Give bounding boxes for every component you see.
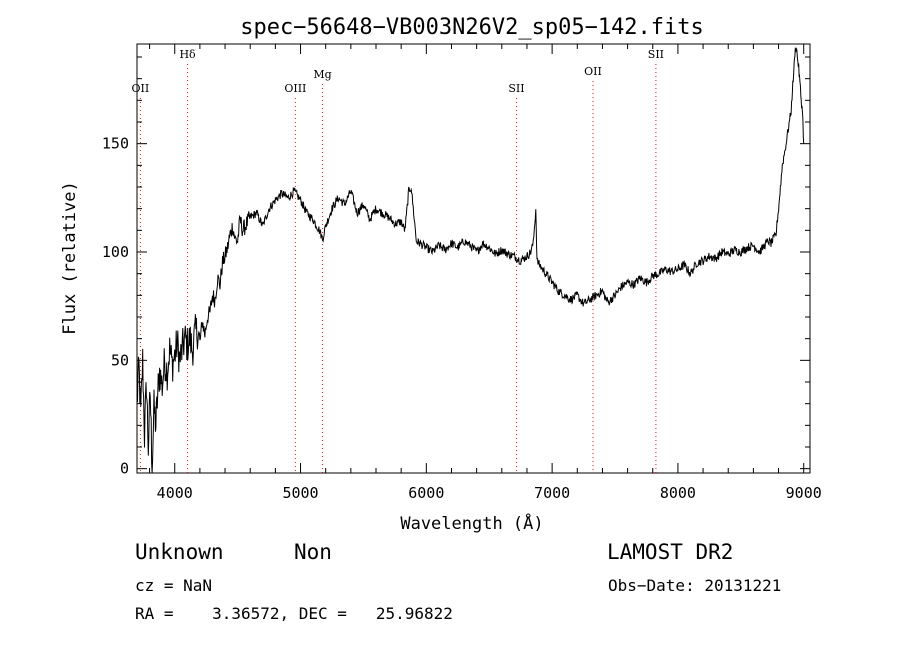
- emission-line-label: SII: [508, 82, 524, 95]
- x-tick-label: 5000: [282, 484, 318, 502]
- object-class: Unknown: [135, 540, 224, 564]
- object-subclass: Non: [294, 540, 332, 564]
- y-tick-label: 150: [102, 135, 129, 153]
- survey-label: LAMOST DR2: [607, 540, 734, 564]
- coordinates-readout: RA = 3.36572, DEC = 25.96822: [135, 604, 453, 623]
- y-tick-label: 100: [102, 243, 129, 261]
- spectrum-line: [136, 47, 805, 474]
- y-tick-label: 50: [111, 351, 129, 369]
- y-tick-label: 0: [120, 460, 129, 478]
- x-axis-label: Wavelength (Å): [400, 512, 543, 534]
- axis-tick-labels: 4000 5000 6000 7000 8000 9000 0 50 100 150: [102, 135, 822, 502]
- observation-date: Obs−Date: 20131221: [608, 576, 782, 595]
- x-tick-label: 6000: [408, 484, 444, 502]
- chart-title: spec−56648−VB003N26V2_sp05−142.fits: [240, 15, 704, 40]
- x-tick-label: 8000: [660, 484, 696, 502]
- emission-line-label: OII: [584, 65, 602, 78]
- emission-line-label: SII: [648, 48, 664, 61]
- x-tick-label: 4000: [157, 484, 193, 502]
- emission-line-label: Hδ: [179, 48, 196, 61]
- x-tick-label: 9000: [786, 484, 822, 502]
- y-axis-label: Flux (relative): [60, 181, 80, 335]
- plot-area: OII Hδ OIII Mg SII OII SII 4000 5000 6000 7000 800…: [102, 43, 822, 502]
- axis-ticks: [137, 44, 810, 473]
- emission-line-markers: OII Hδ OIII Mg SII OII SII: [132, 48, 664, 473]
- redshift-readout: cz = NaN: [135, 576, 213, 595]
- emission-line-label: Mg: [313, 68, 331, 81]
- emission-line-label: OII: [132, 82, 150, 95]
- x-tick-label: 7000: [534, 484, 570, 502]
- emission-line-label: OIII: [284, 82, 306, 95]
- plot-frame: [136, 43, 811, 474]
